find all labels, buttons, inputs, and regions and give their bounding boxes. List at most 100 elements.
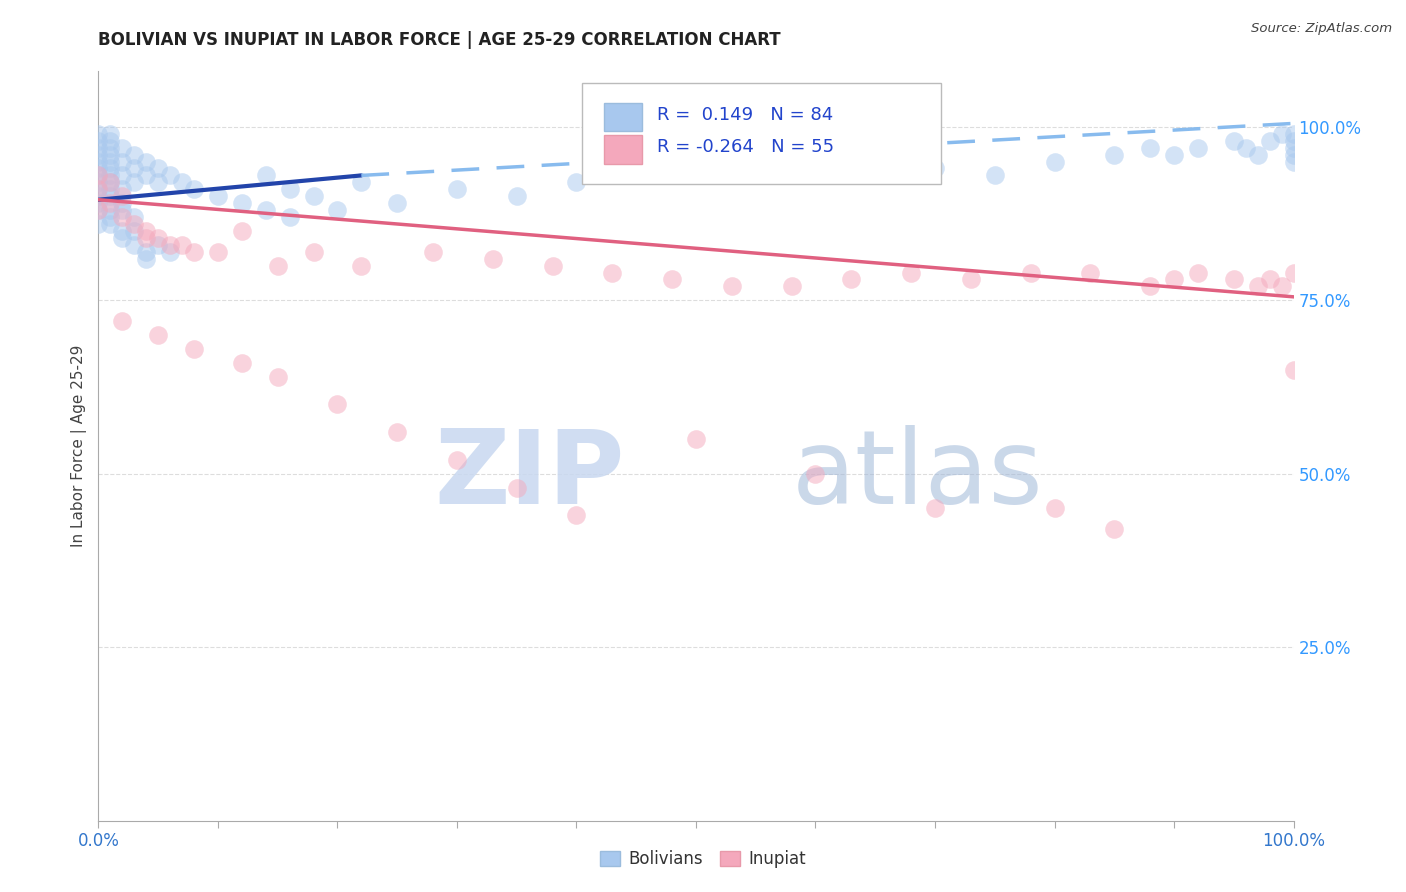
Point — [1282, 362, 1305, 376]
Point — [865, 154, 887, 169]
Point — [135, 154, 157, 169]
FancyBboxPatch shape — [582, 83, 941, 184]
Point — [98, 203, 122, 218]
Point — [135, 231, 157, 245]
Point — [1234, 141, 1257, 155]
Point — [1163, 147, 1185, 161]
Point — [87, 161, 110, 176]
Point — [98, 175, 122, 189]
Point — [446, 182, 468, 196]
Point — [1104, 522, 1126, 536]
Point — [541, 259, 564, 273]
Point — [98, 169, 122, 183]
Point — [924, 501, 946, 516]
Point — [1187, 141, 1209, 155]
Point — [159, 244, 181, 259]
Point — [565, 175, 588, 189]
Point — [302, 189, 325, 203]
Point — [183, 342, 205, 356]
Point — [111, 141, 134, 155]
Point — [148, 161, 170, 176]
Point — [98, 189, 122, 203]
Point — [685, 432, 707, 446]
Point — [111, 203, 134, 218]
Point — [302, 244, 325, 259]
Point — [124, 224, 146, 238]
Point — [1282, 266, 1305, 280]
Point — [1043, 154, 1066, 169]
Point — [111, 189, 134, 203]
Point — [148, 175, 170, 189]
Point — [1139, 279, 1161, 293]
Point — [87, 141, 110, 155]
Point — [87, 169, 110, 183]
Point — [1282, 127, 1305, 141]
Point — [87, 217, 110, 231]
Point — [267, 259, 290, 273]
Text: R = -0.264   N = 55: R = -0.264 N = 55 — [657, 138, 834, 156]
Point — [841, 272, 863, 286]
Point — [661, 272, 683, 286]
Point — [1223, 272, 1246, 286]
Point — [87, 182, 110, 196]
Point — [804, 161, 827, 176]
Point — [1247, 279, 1270, 293]
Point — [111, 224, 134, 238]
Point — [87, 175, 110, 189]
Point — [506, 481, 529, 495]
Point — [98, 161, 122, 176]
Point — [148, 231, 170, 245]
Point — [1104, 147, 1126, 161]
Point — [172, 175, 194, 189]
Point — [924, 161, 946, 176]
Point — [87, 169, 110, 183]
Point — [984, 169, 1007, 183]
Point — [900, 266, 922, 280]
Point — [87, 182, 110, 196]
Point — [422, 244, 444, 259]
Point — [385, 425, 409, 439]
Point — [626, 169, 648, 183]
Point — [1187, 266, 1209, 280]
Point — [745, 169, 768, 183]
Point — [98, 182, 122, 196]
Point — [159, 237, 181, 252]
Point — [385, 196, 409, 211]
Point — [231, 356, 253, 370]
Point — [98, 127, 122, 141]
Point — [1258, 134, 1281, 148]
Point — [602, 266, 624, 280]
Point — [98, 147, 122, 161]
Point — [506, 189, 529, 203]
Text: ZIP: ZIP — [434, 425, 624, 526]
Point — [685, 161, 707, 176]
Bar — [605, 103, 643, 131]
Point — [1258, 272, 1281, 286]
Point — [98, 210, 122, 224]
Point — [98, 141, 122, 155]
Point — [87, 127, 110, 141]
Point — [183, 244, 205, 259]
Text: Source: ZipAtlas.com: Source: ZipAtlas.com — [1251, 22, 1392, 36]
Point — [1139, 141, 1161, 155]
Point — [135, 252, 157, 266]
Point — [446, 453, 468, 467]
Point — [1282, 147, 1305, 161]
Point — [87, 147, 110, 161]
Point — [278, 210, 301, 224]
Point — [124, 210, 146, 224]
Point — [278, 182, 301, 196]
Point — [87, 134, 110, 148]
Point — [350, 259, 373, 273]
Point — [111, 314, 134, 328]
Point — [111, 196, 134, 211]
Point — [87, 203, 110, 218]
Point — [481, 252, 505, 266]
Point — [565, 508, 588, 523]
Point — [111, 210, 134, 224]
Point — [1271, 279, 1294, 293]
Legend: Bolivians, Inupiat: Bolivians, Inupiat — [593, 844, 813, 875]
Point — [98, 134, 122, 148]
Point — [111, 154, 134, 169]
Point — [148, 237, 170, 252]
